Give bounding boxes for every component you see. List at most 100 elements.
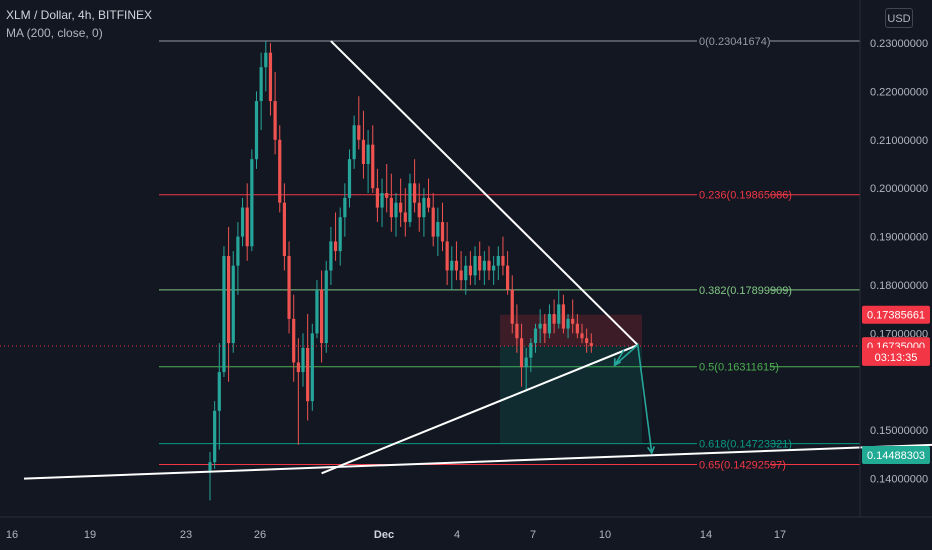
candle-body xyxy=(496,255,500,266)
candle-body xyxy=(417,202,421,218)
x-tick-label: 14 xyxy=(700,529,712,541)
candle-body xyxy=(454,260,459,271)
candle-body xyxy=(589,343,593,346)
fib-level-label: 0.65(0.14292597) xyxy=(699,459,786,471)
candle-body xyxy=(245,207,249,247)
y-tick-label: 0.20000000 xyxy=(870,183,928,195)
candle-body xyxy=(380,193,384,208)
candle-body xyxy=(571,318,575,324)
candle-body xyxy=(478,255,482,271)
fib-level-label: 0(0.23041674) xyxy=(699,36,771,48)
candle-body xyxy=(222,255,226,373)
candle-body xyxy=(394,202,398,218)
candle-body xyxy=(403,212,407,223)
price-label-bg xyxy=(862,347,930,366)
fib-level-label: 0.618(0.14723321) xyxy=(699,439,792,451)
projection-arrow-path[interactable] xyxy=(613,343,653,454)
y-tick-label: 0.14000000 xyxy=(870,474,928,486)
candle-body xyxy=(566,318,570,329)
candle-body xyxy=(333,241,338,252)
y-tick-label: 0.22000000 xyxy=(870,86,928,98)
candle-body xyxy=(278,139,282,203)
candle-body xyxy=(292,318,296,363)
candle-body xyxy=(371,144,375,189)
candle-body xyxy=(385,193,389,198)
trend-drawings[interactable] xyxy=(0,40,932,480)
candle-body xyxy=(366,144,370,164)
candle-body xyxy=(310,333,314,402)
candle-body xyxy=(306,347,310,402)
candle-body xyxy=(515,323,519,339)
candle-body xyxy=(529,343,533,358)
candle-body xyxy=(440,222,445,242)
candle-body xyxy=(464,265,468,281)
candles xyxy=(208,41,593,501)
projection-arrowhead-1 xyxy=(613,358,622,367)
x-tick-label: 17 xyxy=(774,529,786,541)
candle-body xyxy=(254,101,259,160)
candle-body xyxy=(324,270,328,344)
candle-body xyxy=(585,338,589,344)
candle-body xyxy=(436,222,440,237)
candle-body xyxy=(580,333,584,339)
fib-level-label: 0.236(0.19865086) xyxy=(699,190,792,202)
candle-body xyxy=(473,255,477,276)
price-label-bg xyxy=(862,305,930,324)
candle-body xyxy=(264,52,268,68)
candle-body xyxy=(482,260,486,271)
projection-arrowhead-2 xyxy=(646,446,656,455)
x-tick-label: 26 xyxy=(254,529,266,541)
candle-body xyxy=(208,462,212,471)
price-labels: 0.173856610.167391440.1673500003:13:350.… xyxy=(862,305,930,464)
y-tick-label: 0.19000000 xyxy=(870,232,928,244)
candle-body xyxy=(426,197,431,208)
candle-body xyxy=(357,125,361,140)
fib-level-label: 0.382(0.17899909) xyxy=(699,285,792,297)
candle-body xyxy=(538,323,542,329)
candle-body xyxy=(547,314,552,334)
x-tick-label: 19 xyxy=(84,529,96,541)
candle-body xyxy=(431,207,435,237)
candle-body xyxy=(552,314,556,324)
candle-body xyxy=(361,139,366,164)
candle-body xyxy=(487,260,491,271)
x-tick-label: Dec xyxy=(374,529,394,541)
price-label-text: 03:13:35 xyxy=(875,352,918,364)
candle-body xyxy=(413,183,417,203)
candle-body xyxy=(231,265,235,344)
candle-body xyxy=(561,304,565,329)
x-tick-label: 23 xyxy=(180,529,192,541)
candle-body xyxy=(352,125,356,160)
y-tick-label: 0.23000000 xyxy=(870,38,928,50)
price-label-text: 0.17385661 xyxy=(867,310,925,322)
candle-body xyxy=(282,202,286,256)
ascending-trendline[interactable] xyxy=(321,344,639,475)
candle-body xyxy=(557,304,561,324)
candle-body xyxy=(343,197,347,218)
candle-body xyxy=(320,289,324,344)
y-tick-label: 0.15000000 xyxy=(870,425,928,437)
x-tick-label: 7 xyxy=(530,529,536,541)
candle-body xyxy=(375,188,379,208)
price-label-text: 0.14488303 xyxy=(867,450,925,462)
candle-body xyxy=(240,207,245,237)
currency-button[interactable]: USD xyxy=(885,8,913,28)
candle-body xyxy=(408,183,412,223)
candle-body xyxy=(227,255,231,344)
candle-body xyxy=(329,241,333,271)
candle-body xyxy=(445,241,449,271)
price-label-bg xyxy=(862,445,930,464)
candle-body xyxy=(510,289,514,324)
candle-body xyxy=(236,236,240,266)
candle-body xyxy=(250,159,254,247)
candle-body xyxy=(450,260,454,271)
candle-body xyxy=(347,159,352,198)
candle-body xyxy=(268,52,273,102)
long-support-line[interactable] xyxy=(23,442,932,480)
candle-body xyxy=(389,197,393,218)
candle-body xyxy=(543,323,547,334)
candle-body xyxy=(217,372,221,411)
fib-level-label: 0.5(0.16311615) xyxy=(699,362,779,374)
descending-trendline[interactable] xyxy=(330,40,639,346)
